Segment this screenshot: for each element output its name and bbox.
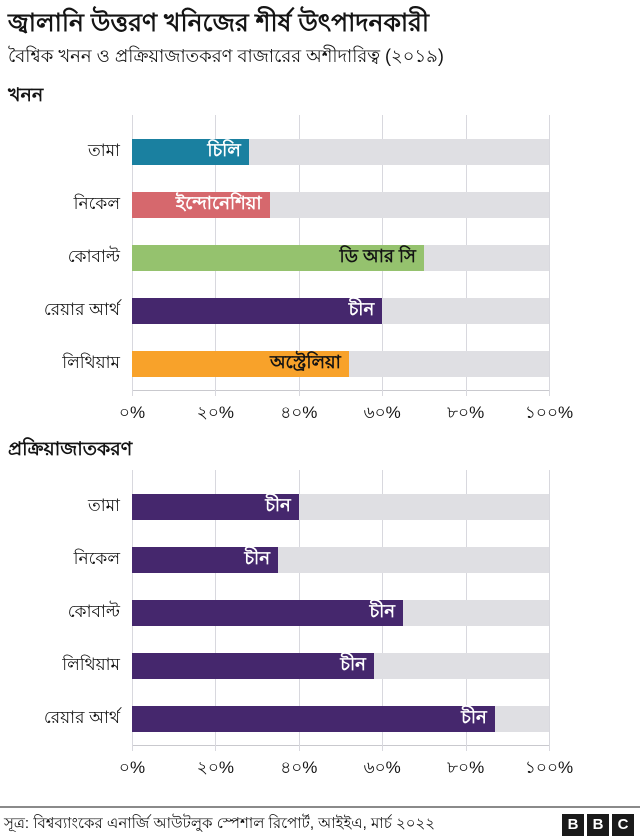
category-label: তামা [87,495,120,515]
x-axis-tick-label: ২০% [196,758,235,778]
category-label: রেয়ার আর্থ [43,299,120,319]
bar-fill: চীন [132,599,404,626]
bar-fill: চীন [132,546,278,573]
chart-row: নিকেল চীন [74,533,549,586]
category-label: লিথিয়াম [62,352,120,372]
bar-track: চীন [132,546,549,573]
bar-country-label: ডি আর সি [339,246,416,267]
x-axis-tick-label: ৮০% [446,758,485,778]
x-axis-tick-label: ৬০% [363,758,401,778]
mining-x-axis: ০% ২০% ৪০% ৬০% ৮০% ১০০% [119,391,573,425]
mining-chart: তামা চিলি নিকেল ইন্দোনেশিয়া কোবাল্ট ডি আর সি… [8,115,632,425]
chart-row: তামা চীন [88,480,549,533]
bar-fill: চিলি [132,138,249,165]
bbc-logo-letter: B [562,813,584,836]
chart-row: লিথিয়াম অস্ট্রেলিয়া [62,337,549,390]
section-title-mining: খনন [8,84,44,106]
category-label: কোবাল্ট [67,246,120,266]
x-axis-tick-label: ৬০% [363,403,401,423]
gridline [549,115,550,397]
bbc-logo-letter: C [612,813,634,836]
category-label: নিকেল [73,193,120,213]
bar-fill: চীন [132,297,383,324]
bar-country-label: ইন্দোনেশিয়া [175,193,262,214]
bar-country-label: অস্ট্রেলিয়া [269,352,341,373]
bar-track: চীন [132,652,549,679]
page-subtitle: বৈশ্বিক খনন ও প্রক্রিয়াজাতকরণ বাজারের অ… [8,46,444,67]
category-label: লিথিয়াম [62,654,120,674]
chart-row: রেয়ার আর্থ চীন [44,692,549,745]
bar-fill: চীন [132,652,374,679]
gridline [549,470,550,752]
category-label: রেয়ার আর্থ [43,707,120,727]
bar-country-label: চীন [369,601,396,622]
x-axis-tick-label: ৮০% [446,403,485,423]
bar-track: চীন [132,705,549,732]
bar-track: ডি আর সি [132,244,549,271]
bar-country-label: চীন [348,299,375,320]
chart-row: লিথিয়াম চীন [62,639,549,692]
x-axis-tick-label: ৪০% [280,403,318,423]
section-title-processing: প্রক্রিয়াজাতকরণ [8,439,133,461]
category-label: কোবাল্ট [67,601,120,621]
chart-row: রেয়ার আর্থ চীন [44,284,549,337]
bar-track: চিলি [132,138,549,165]
footer: সূত্র: বিশ্বব্যাংকের এনার্জি আউটলুক স্পে… [0,806,640,837]
bar-fill: চীন [132,705,495,732]
bar-country-label: চীন [244,548,270,569]
bar-track: চীন [132,599,549,626]
bbc-logo-letter: B [587,813,609,836]
x-axis-tick-label: ৪০% [280,758,318,778]
x-axis-tick-label: ১০০% [524,758,574,778]
bar-track: অস্ট্রেলিয়া [132,350,549,377]
processing-x-axis: ০% ২০% ৪০% ৬০% ৮০% ১০০% [119,746,573,780]
bar-fill: অস্ট্রেলিয়া [132,350,349,377]
processing-plot-area: তামা চীন নিকেল চীন কোবাল্ট চীন লিথিয়াম চীন রেয়… [44,470,550,752]
chart-row: কোবাল্ট চীন [68,586,549,639]
bar-fill: ইন্দোনেশিয়া [132,191,270,218]
bar-country-label: চীন [340,654,366,675]
source-credit: সূত্র: বিশ্বব্যাংকের এনার্জি আউটলুক স্পে… [4,815,435,833]
category-label: তামা [87,140,120,160]
chart-row: নিকেল ইন্দোনেশিয়া [74,178,549,231]
x-axis-tick-label: ০% [118,403,146,423]
bar-track: চীন [132,493,549,520]
category-label: নিকেল [73,548,120,568]
bar-country-label: চীন [265,495,291,516]
bar-fill: চীন [132,493,299,520]
bbc-logo: B B C [562,813,634,836]
chart-row: তামা চিলি [88,125,549,178]
page-title: জ্বালানি উত্তরণ খনিজের শীর্ষ উৎপাদনকারী [8,9,430,37]
mining-plot-area: তামা চিলি নিকেল ইন্দোনেশিয়া কোবাল্ট ডি আর সি… [44,115,550,397]
bar-track: ইন্দোনেশিয়া [132,191,549,218]
x-axis-tick-label: ০% [118,758,146,778]
x-axis-tick-label: ১০০% [524,403,574,423]
bar-country-label: চিলি [207,140,241,161]
chart-row: কোবাল্ট ডি আর সি [68,231,549,284]
x-axis-tick-label: ২০% [196,403,235,423]
processing-chart: তামা চীন নিকেল চীন কোবাল্ট চীন লিথিয়াম চীন রেয়… [8,470,632,780]
bar-fill: ডি আর সি [132,244,424,271]
bar-track: চীন [132,297,549,324]
bar-country-label: চীন [461,707,487,728]
